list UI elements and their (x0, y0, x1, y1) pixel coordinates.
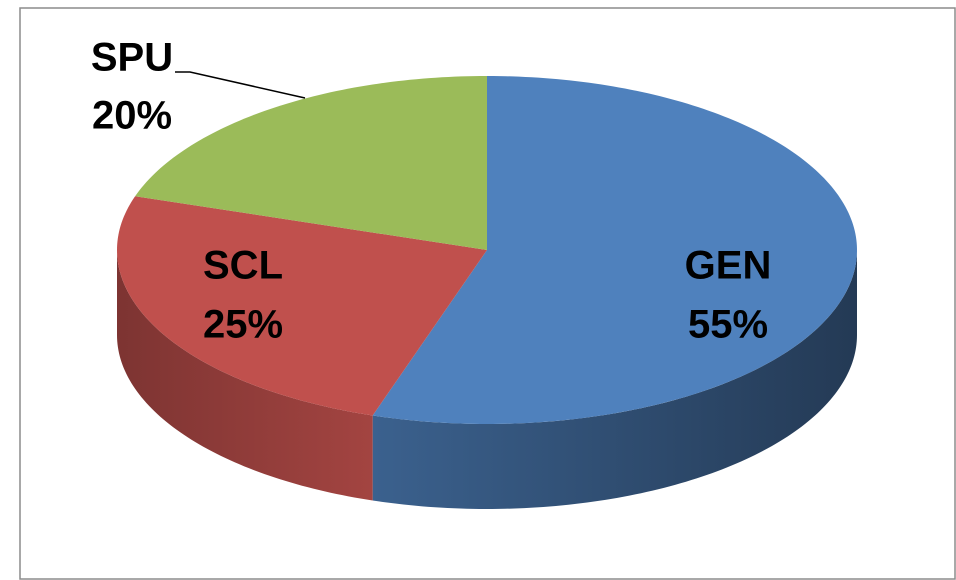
pie-side (117, 250, 373, 501)
leader-line (175, 71, 306, 99)
pie-slice (135, 76, 488, 250)
data-labels: GEN 55% SCL 25% SPU 20% (91, 36, 771, 347)
pie-walls (117, 250, 857, 509)
category-label: SCL (203, 244, 283, 288)
pie-slice (372, 76, 857, 424)
value-label: 20% (92, 94, 172, 138)
pie-tops (117, 76, 857, 424)
pie-side (372, 250, 857, 509)
value-label: 25% (203, 303, 283, 347)
category-label: GEN (685, 244, 772, 288)
category-label: SPU (91, 36, 173, 80)
value-label: 55% (688, 303, 768, 347)
pie-slice (117, 196, 487, 416)
